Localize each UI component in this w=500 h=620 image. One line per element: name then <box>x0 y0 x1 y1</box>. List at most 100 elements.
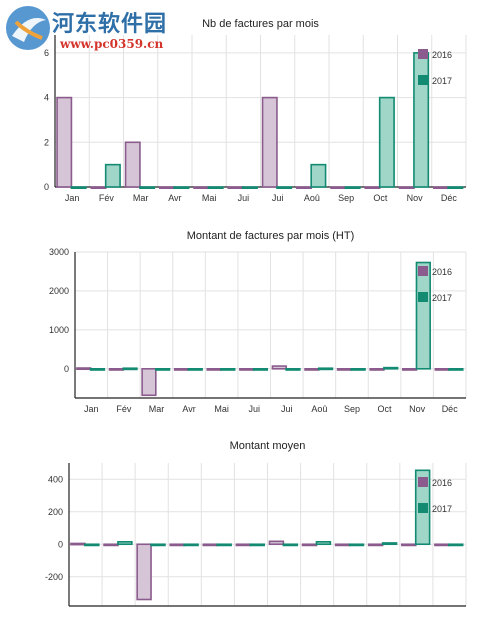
bar-2017-5[interactable] <box>220 367 236 371</box>
bar-2016-5[interactable] <box>193 186 210 190</box>
bar-2016-7[interactable] <box>261 96 278 188</box>
legend-swatch-2017[interactable] <box>418 292 428 302</box>
bar-2016-10[interactable] <box>367 543 384 547</box>
y-tick-label: 4 <box>44 93 49 103</box>
legend-swatch-2017[interactable] <box>418 503 428 513</box>
bar-2017-1[interactable] <box>89 367 106 371</box>
legend-label-2016[interactable]: 2016 <box>432 50 452 60</box>
x-tick-label: Aoû <box>311 404 327 414</box>
bar-2017-6[interactable] <box>252 367 269 371</box>
chart-title: Montant de factures par mois (HT) <box>187 230 355 242</box>
bar-2017-4[interactable] <box>173 186 190 190</box>
bar-2016-11[interactable] <box>401 543 417 547</box>
legend-label-2017[interactable]: 2017 <box>432 293 452 303</box>
legend-label-2016[interactable]: 2016 <box>432 478 452 488</box>
bar-2017-9[interactable] <box>348 543 365 547</box>
bar-2017-10[interactable] <box>383 366 399 370</box>
bar-2016-12[interactable] <box>433 186 449 190</box>
bar-2016-10[interactable] <box>369 367 385 371</box>
bar-2017-6[interactable] <box>249 543 265 547</box>
x-tick-label: Mar <box>133 193 149 203</box>
bar-2016-10[interactable] <box>364 186 381 190</box>
bar-2017-1[interactable] <box>84 543 100 547</box>
y-tick-label: 6 <box>44 48 49 58</box>
bar-2017-1[interactable] <box>70 186 87 190</box>
bar-2016-8[interactable] <box>296 186 312 190</box>
bar-2016-1[interactable] <box>76 367 92 371</box>
bar-2016-6[interactable] <box>235 543 252 547</box>
bar-2016-4[interactable] <box>169 543 185 547</box>
bar-2017-2[interactable] <box>104 163 121 188</box>
bar-2016-9[interactable] <box>334 543 351 547</box>
bar-2016-2[interactable] <box>103 543 119 547</box>
bar-2017-12[interactable] <box>447 543 464 547</box>
x-tick-label: Jan <box>65 193 80 203</box>
bar-2016-2[interactable] <box>90 186 107 190</box>
bar-2017-4[interactable] <box>187 367 203 371</box>
bar-2017-8[interactable] <box>317 367 334 371</box>
bar-2017-8[interactable] <box>315 541 332 546</box>
bar-2017-11[interactable] <box>413 52 430 188</box>
bar-2016-11[interactable] <box>398 186 415 190</box>
bar-2016-9[interactable] <box>336 367 353 371</box>
bar-2017-7[interactable] <box>282 543 299 547</box>
bar-2016-9[interactable] <box>330 186 347 190</box>
bar-2017-4[interactable] <box>183 543 199 547</box>
y-tick-label: 2 <box>44 137 49 147</box>
bar-2017-2[interactable] <box>122 367 138 371</box>
bar-2016-3[interactable] <box>136 543 152 601</box>
bar-2017-9[interactable] <box>344 186 361 190</box>
bar-2016-12[interactable] <box>434 367 450 371</box>
legend-swatch-2016[interactable] <box>418 477 428 487</box>
y-tick-label: 0 <box>64 364 69 374</box>
watermark-brand: 河东软件园 <box>52 11 168 37</box>
bar-2017-2[interactable] <box>117 541 133 546</box>
bar-2016-2[interactable] <box>108 367 125 371</box>
bar-2017-7[interactable] <box>276 186 293 190</box>
bar-2017-10[interactable] <box>381 542 398 546</box>
x-tick-label: Sep <box>338 193 354 203</box>
bar-2017-10[interactable] <box>378 96 395 188</box>
bar-2017-11[interactable] <box>415 261 431 370</box>
bar-2016-3[interactable] <box>124 141 141 188</box>
watermark-logo: 河东软件园 www.pc0359.cn <box>0 0 190 60</box>
bar-2017-3[interactable] <box>155 367 171 371</box>
legend-label-2017[interactable]: 2017 <box>432 76 452 86</box>
legend-label-2017[interactable]: 2017 <box>432 504 452 514</box>
bar-2017-7[interactable] <box>285 367 301 371</box>
bar-2016-8[interactable] <box>304 367 320 371</box>
bar-2017-8[interactable] <box>310 163 327 188</box>
bar-2016-5[interactable] <box>202 543 219 547</box>
legend-swatch-2016[interactable] <box>418 49 428 59</box>
x-tick-label: Sep <box>344 404 360 414</box>
bar-2017-12[interactable] <box>447 186 464 190</box>
x-tick-label: Déc <box>442 404 459 414</box>
bar-2016-4[interactable] <box>173 367 190 371</box>
legend-swatch-2017[interactable] <box>418 75 428 85</box>
chart-1: 0 2 4 6 Nb de factures par mois Jan Fév Mar Avr M… <box>44 18 467 203</box>
bar-2016-5[interactable] <box>206 367 222 371</box>
legend-label-2016[interactable]: 2016 <box>432 267 452 277</box>
bar-2017-9[interactable] <box>350 367 366 371</box>
x-tick-label: Oct <box>373 193 388 203</box>
bar-2016-11[interactable] <box>401 367 418 371</box>
bar-2016-7[interactable] <box>271 365 287 370</box>
bar-2016-7[interactable] <box>268 540 285 546</box>
bar-2016-6[interactable] <box>239 367 255 371</box>
bar-2017-6[interactable] <box>241 186 258 190</box>
bar-2016-4[interactable] <box>159 186 175 190</box>
y-tick-label: 2000 <box>49 286 69 296</box>
bar-2016-6[interactable] <box>227 186 244 190</box>
bar-2017-3[interactable] <box>150 543 166 547</box>
bar-2016-1[interactable] <box>56 96 73 188</box>
bar-2017-5[interactable] <box>207 186 224 190</box>
bar-2016-1[interactable] <box>70 542 86 546</box>
bar-2017-12[interactable] <box>448 367 464 371</box>
bar-2017-3[interactable] <box>139 186 156 190</box>
y-tick-label: 3000 <box>49 247 69 257</box>
bar-2016-12[interactable] <box>434 543 450 547</box>
bar-2016-8[interactable] <box>301 543 318 547</box>
legend-swatch-2016[interactable] <box>418 266 428 276</box>
bar-2017-5[interactable] <box>216 543 232 547</box>
bar-2016-3[interactable] <box>141 367 157 397</box>
